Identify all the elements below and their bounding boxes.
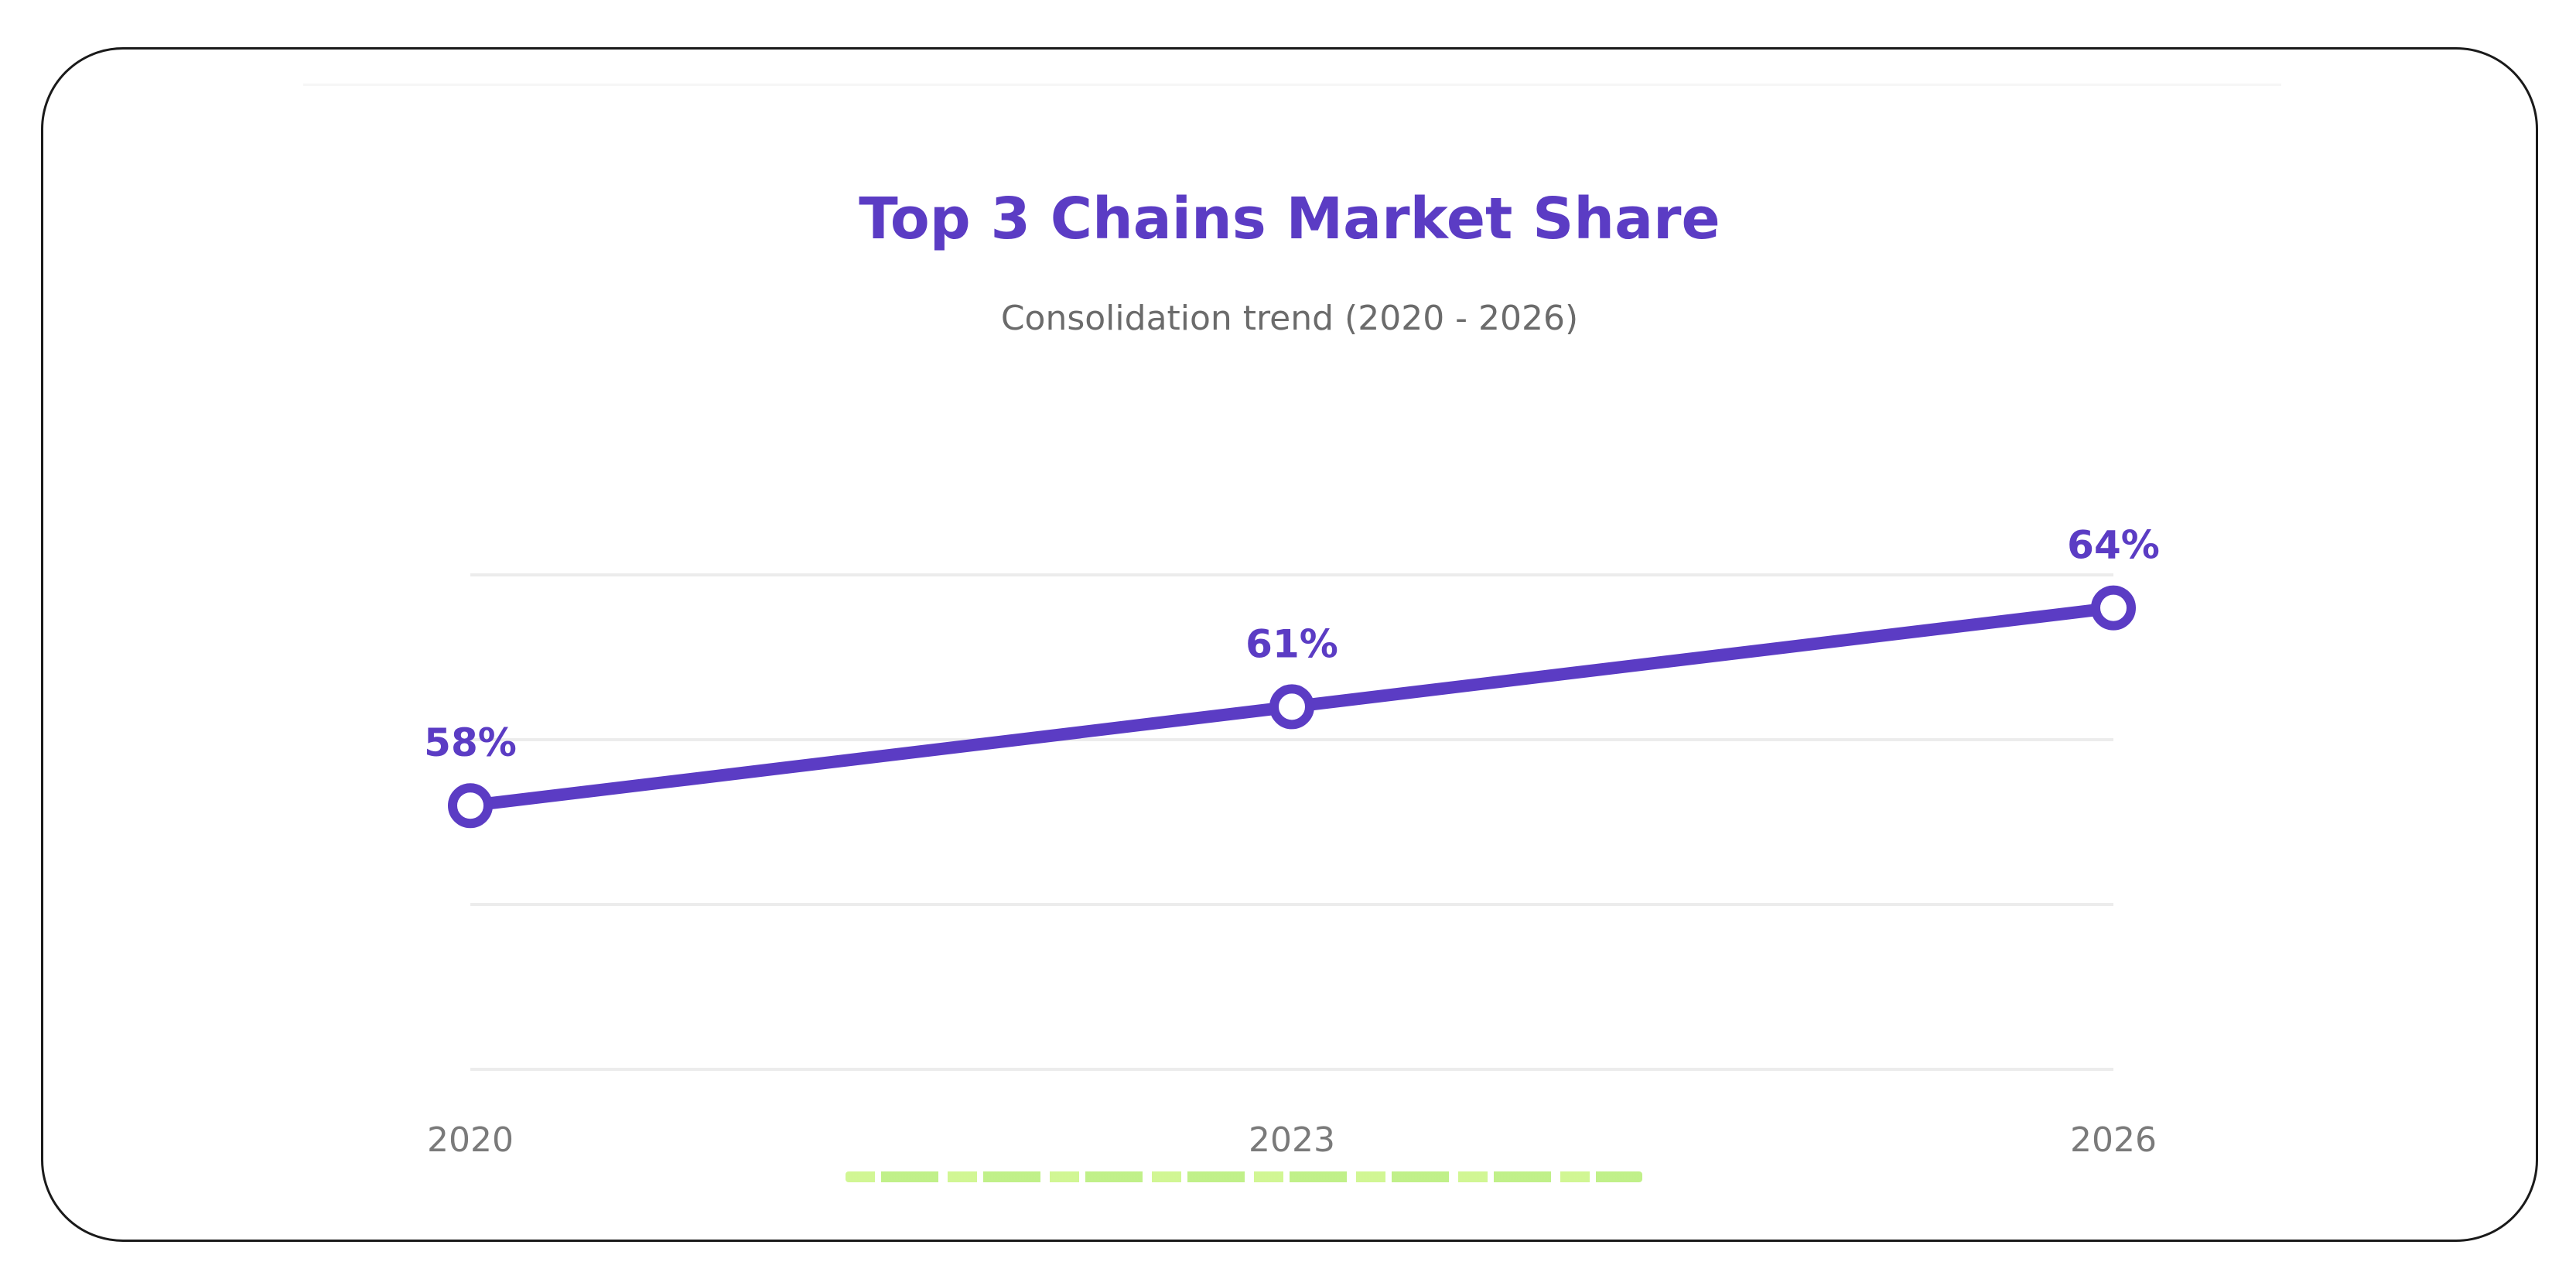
- chart-title: Top 3 Chains Market Share: [859, 186, 1720, 252]
- data-label: 58%: [424, 720, 517, 765]
- data-label: 64%: [2067, 523, 2160, 568]
- decorative-strip: [846, 1171, 1642, 1182]
- data-point-marker: [1269, 684, 1314, 730]
- chart-subtitle: Consolidation trend (2020 - 2026): [1000, 299, 1579, 338]
- line-chart: 2020 2023 2026 58% 61% 64%: [424, 523, 2160, 1160]
- top-divider: [303, 84, 2281, 86]
- data-point-marker: [2091, 585, 2136, 631]
- data-point-marker: [448, 783, 493, 829]
- x-tick-label: 2023: [1249, 1120, 1335, 1160]
- chart-card: Top 3 Chains Market Share Consolidation …: [41, 47, 2538, 1242]
- x-tick-label: 2026: [2070, 1120, 2157, 1160]
- x-tick-label: 2020: [427, 1120, 514, 1160]
- data-label: 61%: [1245, 621, 1338, 666]
